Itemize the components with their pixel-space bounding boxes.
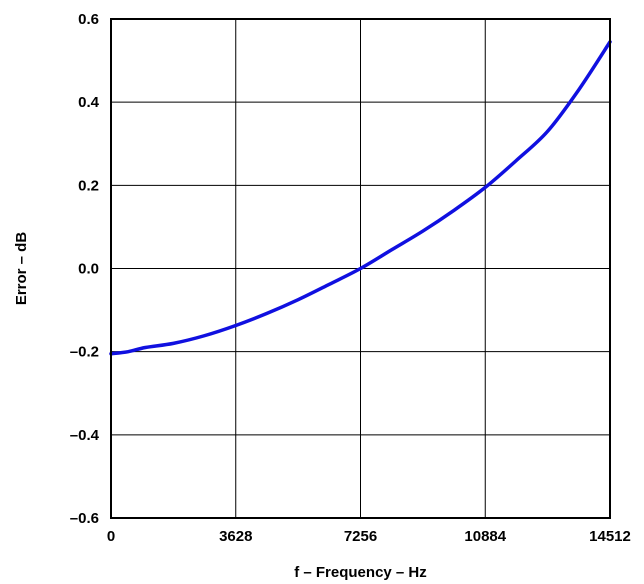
plot-frame: [110, 18, 611, 519]
x-tick-label: 0: [107, 528, 115, 545]
x-axis-title: f – Frequency – Hz: [294, 564, 427, 581]
y-tick-label: –0.6: [70, 510, 99, 527]
plot-area: [109, 40, 612, 356]
y-tick-label: 0.2: [78, 177, 99, 194]
x-axis-tick-labels: 0 3628 7256 10884 14512: [107, 528, 631, 545]
y-axis-tick-labels: –0.6 –0.4 –0.2 0.0 0.2 0.4 0.6: [70, 11, 100, 527]
x-tick-label: 14512: [589, 528, 631, 545]
y-tick-label: –0.2: [70, 344, 99, 361]
x-tick-label: 10884: [464, 528, 506, 545]
y-tick-label: 0.0: [78, 261, 99, 278]
y-tick-label: –0.4: [70, 427, 100, 444]
y-axis-title: Error – dB: [13, 232, 30, 306]
error-curve-line: [109, 40, 612, 356]
y-tick-label: 0.6: [78, 11, 99, 28]
y-tick-label: 0.4: [78, 94, 100, 111]
x-tick-label: 3628: [219, 528, 252, 545]
x-tick-label: 7256: [344, 528, 377, 545]
